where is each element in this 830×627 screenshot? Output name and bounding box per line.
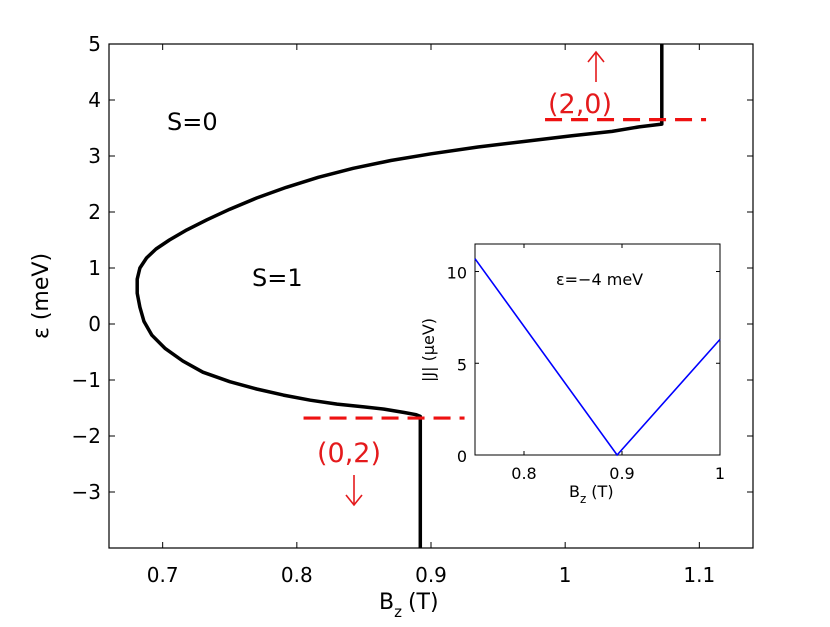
inset-xtick-label: 0.9: [609, 464, 634, 483]
inset-curve-layer: [474, 258, 721, 457]
main-ylabel: ε (meV): [29, 253, 54, 339]
main-xtick-label: 1.1: [683, 563, 715, 587]
inset-series-line: [474, 258, 721, 457]
main-curve-layer: [135, 44, 664, 548]
inset-plot-frame: [474, 243, 721, 456]
main-xtick-label: 0.9: [415, 563, 447, 587]
inset-background: [475, 244, 720, 455]
main-ytick-label: 5: [88, 32, 101, 56]
inset-ytick-label: 10: [447, 264, 467, 283]
main-ytick-label: −1: [72, 368, 101, 392]
inset-ytick-label: 5: [457, 355, 467, 374]
arrow-down-icon: [345, 475, 363, 507]
inset-xtick-label: 0.8: [511, 464, 536, 483]
main-ytick-label: 4: [88, 88, 101, 112]
main-xlabel: Bz (T): [379, 590, 439, 621]
main-ytick-label: −2: [72, 424, 101, 448]
annotation-0-2: (0,2): [317, 438, 381, 469]
inset-ylabel: |J| (µeV): [419, 318, 438, 382]
inset-title: ε=−4 meV: [556, 270, 643, 289]
arrow-up-icon: [587, 50, 605, 82]
annotation-s1: S=1: [252, 264, 303, 292]
main-xtick-label: 0.7: [147, 563, 179, 587]
inset-xlabel: Bz (T): [569, 482, 614, 506]
annotation-2-0: (2,0): [548, 89, 612, 120]
main-ytick-label: 2: [88, 200, 101, 224]
main-ytick-label: 0: [88, 312, 101, 336]
main-xtick-label: 0.8: [281, 563, 313, 587]
main-series-line: [135, 44, 664, 548]
main-xtick-label: 1: [559, 563, 572, 587]
main-ytick-label: −3: [72, 480, 101, 504]
inset-xtick-label: 1: [715, 464, 725, 483]
inset-ytick-label: 0: [457, 447, 467, 466]
main-ytick-label: 1: [88, 256, 101, 280]
main-ticks: 0.7 0.8 0.9 1 1.1 −3 −2 −1 0 1 2 3 4 5: [72, 32, 753, 587]
main-dashed-layer: [303, 117, 707, 420]
annotation-s0: S=0: [167, 108, 218, 136]
main-ytick-label: 3: [88, 144, 101, 168]
